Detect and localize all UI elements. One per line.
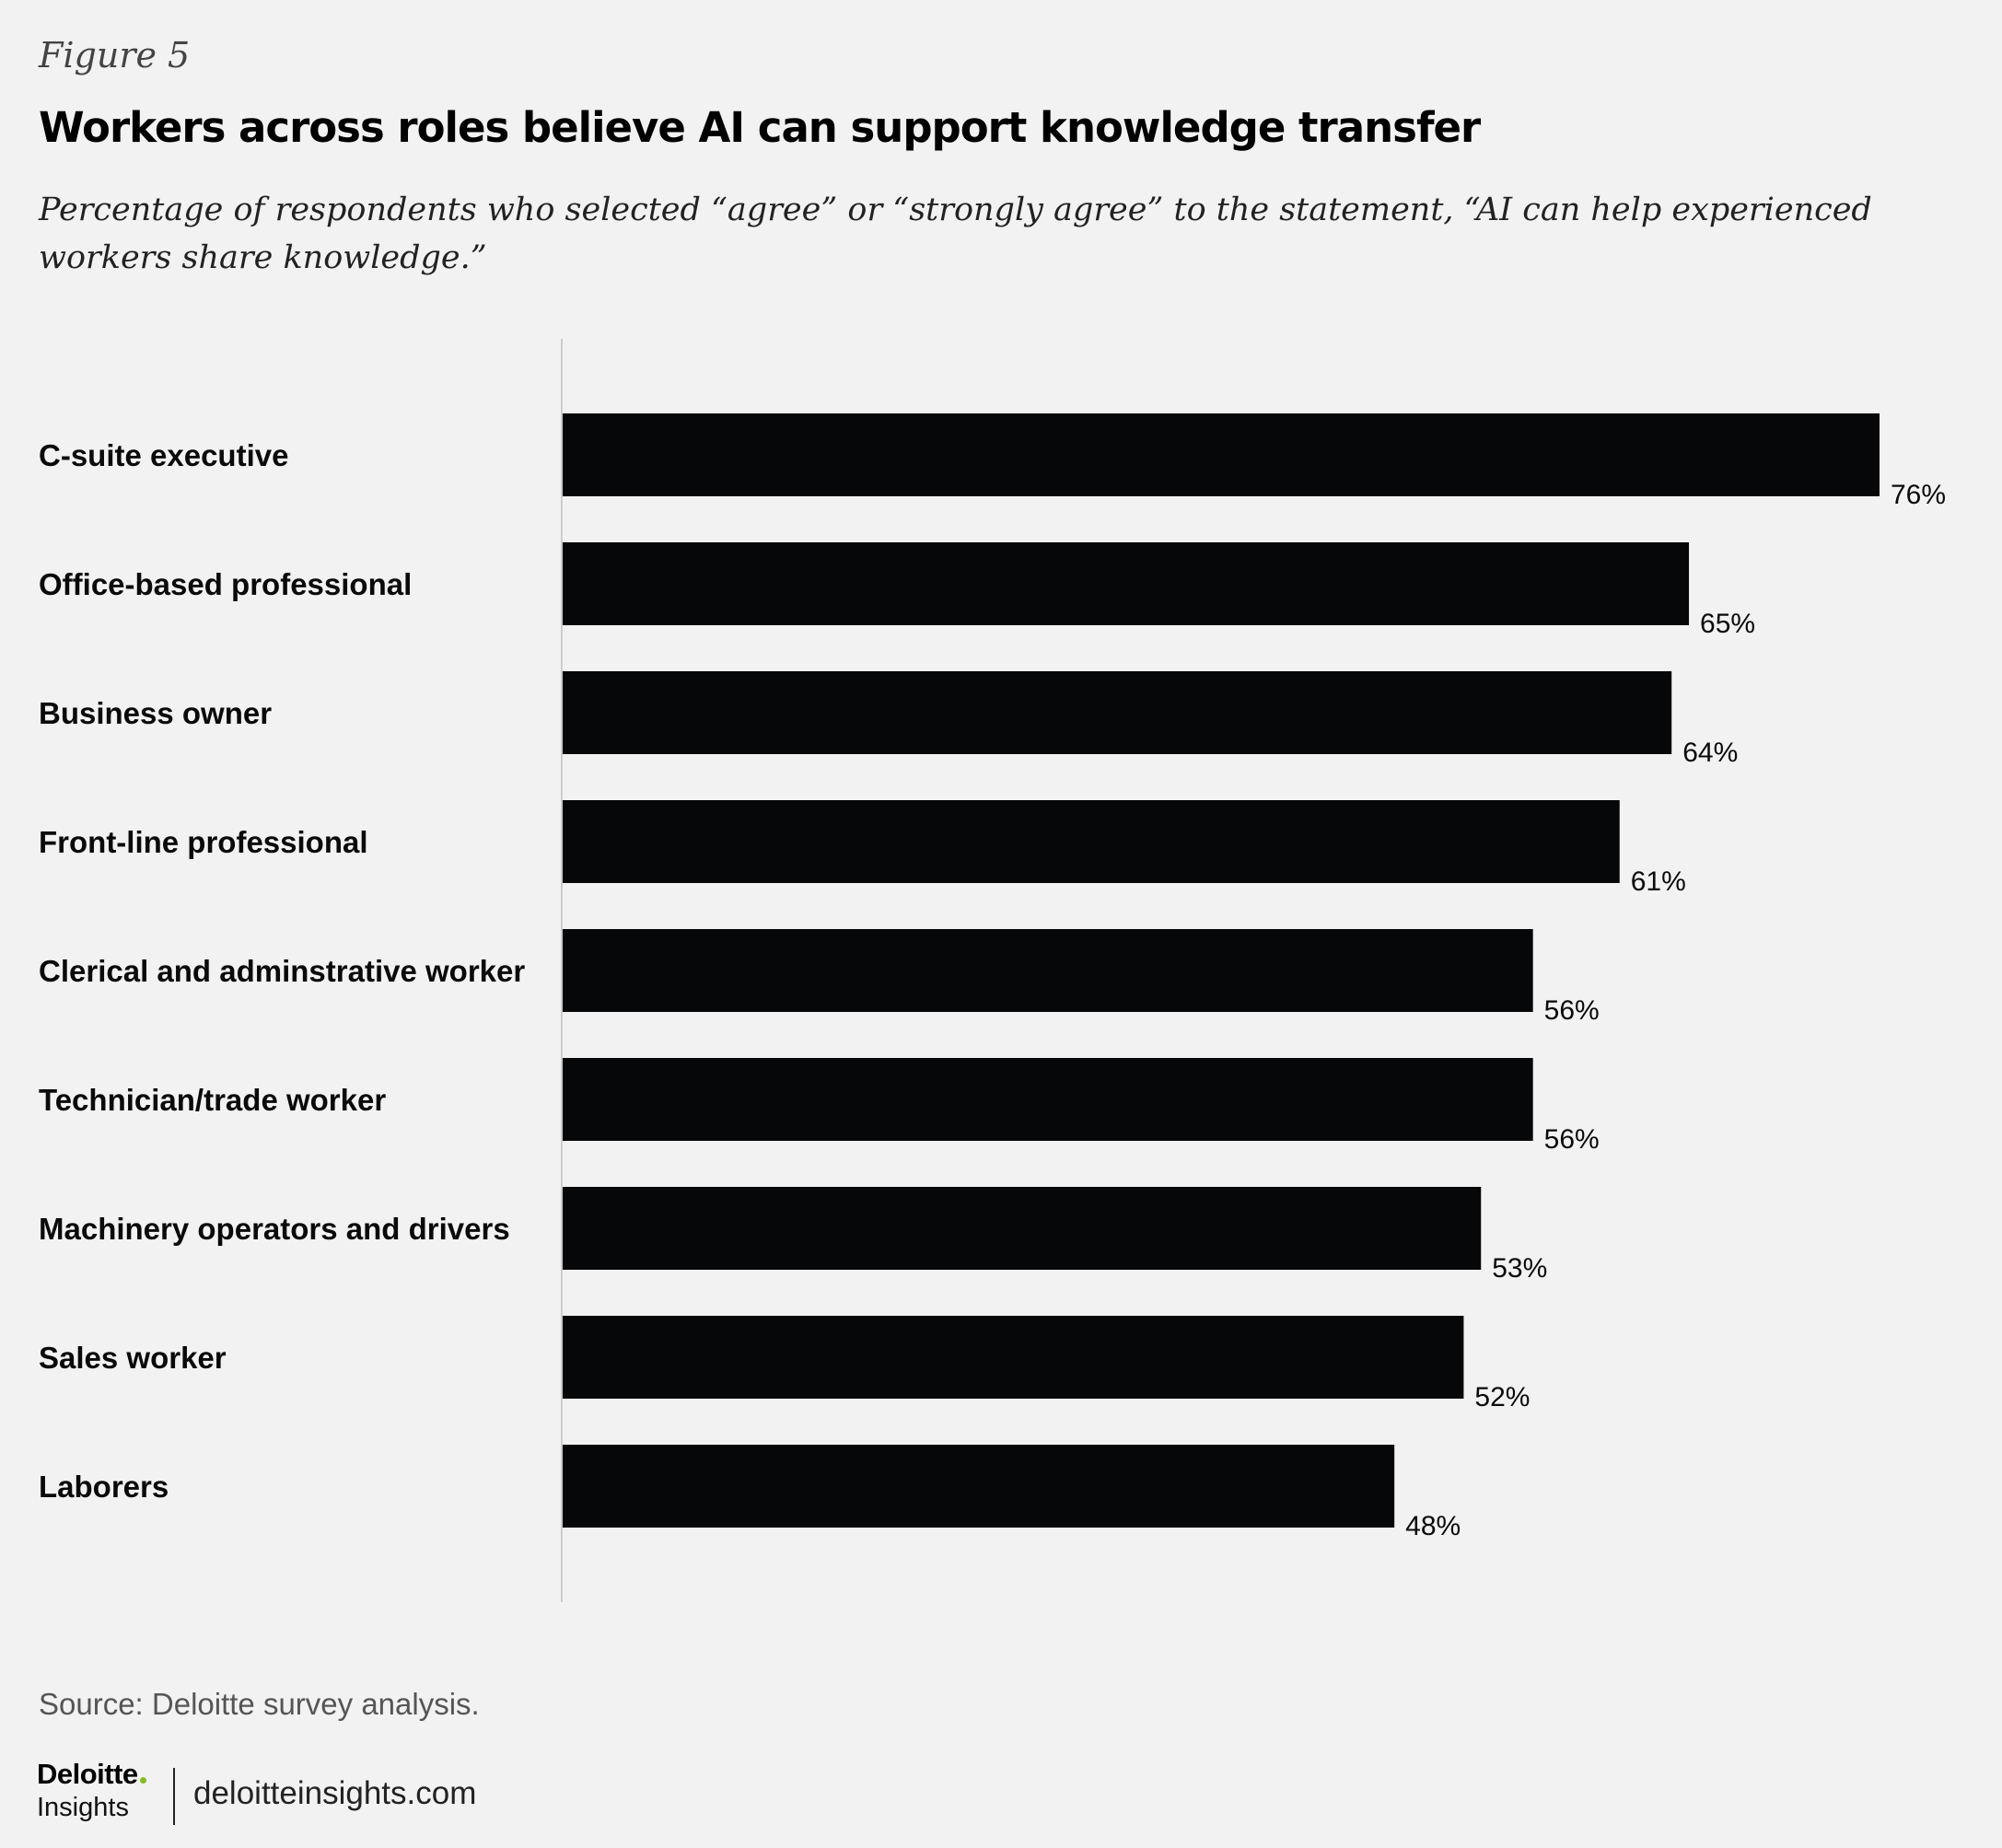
category-label: Sales worker <box>39 1341 227 1375</box>
data-label: 61% <box>1631 866 1686 897</box>
bar-chart: C-suite executive 76% Office-based profess… <box>39 339 1946 1602</box>
chart-title: Workers across roles believe AI can supp… <box>39 103 1481 152</box>
data-label: 76% <box>1891 480 1946 510</box>
bar <box>563 671 1672 754</box>
data-label: 48% <box>1405 1511 1461 1541</box>
bar <box>563 542 1690 625</box>
bar <box>563 1445 1395 1528</box>
data-label: 56% <box>1544 995 1600 1026</box>
bar <box>563 1058 1533 1141</box>
bar <box>563 1316 1464 1399</box>
chart-subtitle: Percentage of respondents who selected “… <box>39 192 1872 276</box>
category-label: C-suite executive <box>39 438 288 472</box>
category-label: Technician/trade worker <box>39 1083 386 1117</box>
bar <box>563 800 1620 883</box>
source-note: Source: Deloitte survey analysis. <box>39 1687 480 1721</box>
bar <box>563 929 1533 1012</box>
logo-subtitle: Insights <box>37 1793 129 1822</box>
bar <box>563 413 1880 496</box>
figure-label: Figure 5 <box>39 35 191 76</box>
data-label: 52% <box>1474 1382 1530 1412</box>
data-label: 64% <box>1682 738 1738 768</box>
category-label: Office-based professional <box>39 567 412 601</box>
category-label: Clerical and adminstrative worker <box>39 954 525 988</box>
data-label: 53% <box>1492 1253 1547 1284</box>
bar <box>563 1187 1482 1270</box>
category-label: Front-line professional <box>39 825 368 859</box>
category-label: Business owner <box>39 696 272 730</box>
category-label: Machinery operators and drivers <box>39 1212 510 1246</box>
logo-green-dot <box>139 1777 146 1784</box>
logo-wordmark: Deloitte <box>37 1758 138 1790</box>
data-label: 56% <box>1544 1124 1600 1155</box>
category-label: Laborers <box>39 1470 169 1504</box>
deloitte-insights-logo: Deloitte Insights <box>37 1758 146 1822</box>
site-link[interactable]: deloitteinsights.com <box>193 1775 477 1811</box>
logo-divider <box>173 1768 175 1825</box>
data-label: 65% <box>1700 609 1755 639</box>
